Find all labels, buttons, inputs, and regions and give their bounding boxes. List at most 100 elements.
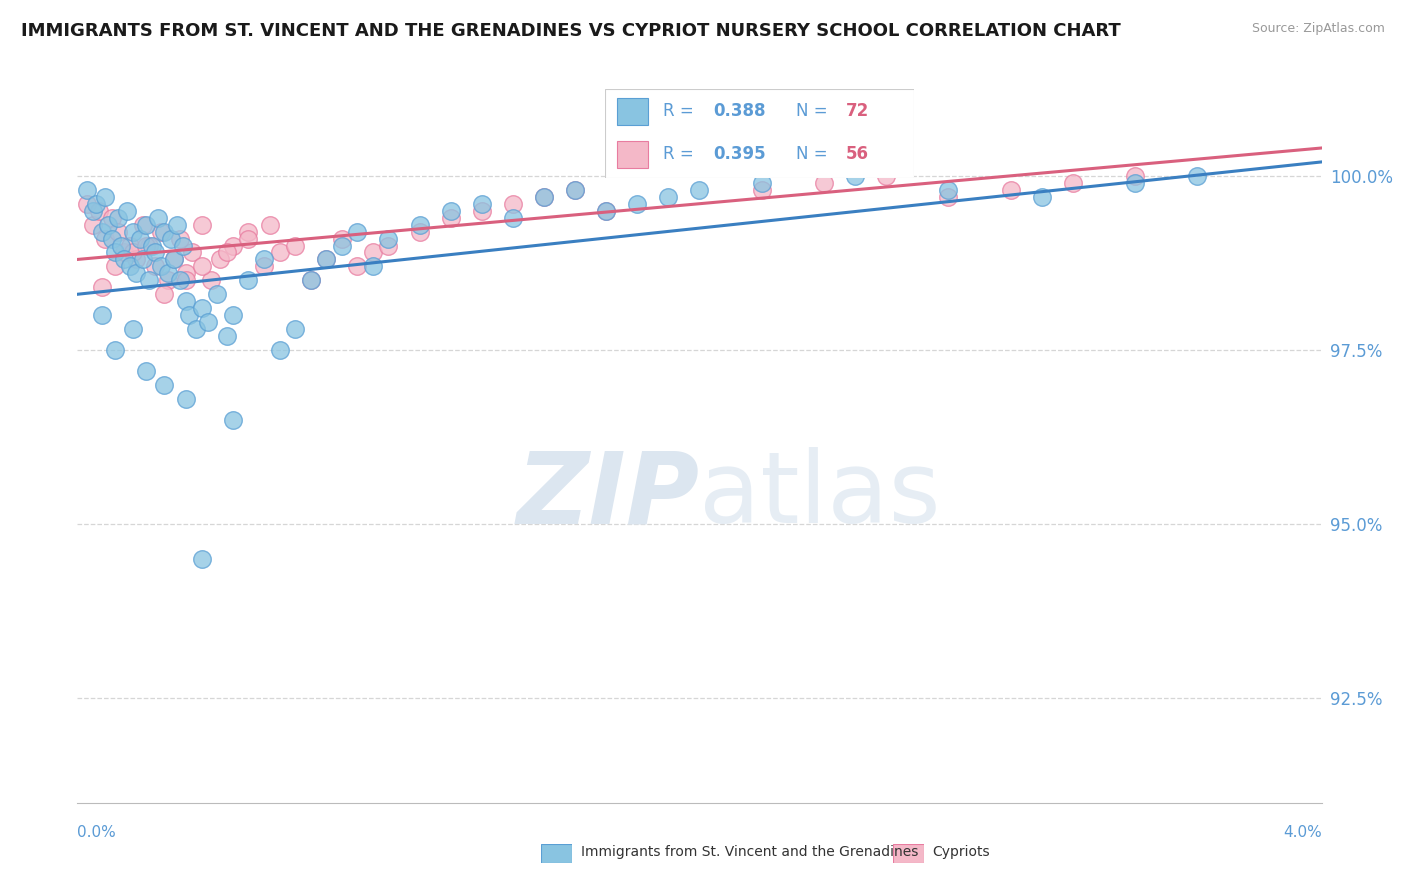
Point [533,190,555,204]
FancyBboxPatch shape [605,89,914,178]
Text: N =: N = [796,103,834,120]
Point [150,260,173,274]
Point [94,231,117,245]
Text: Source: ZipAtlas.com: Source: ZipAtlas.com [1251,22,1385,36]
Point [238,231,260,245]
Point [138,273,160,287]
Point [377,231,399,245]
Text: IMMIGRANTS FROM ST. VINCENT AND THE GRENADINES VS CYPRIOT NURSERY SCHOOL CORRELA: IMMIGRANTS FROM ST. VINCENT AND THE GREN… [21,22,1121,40]
FancyBboxPatch shape [617,98,648,125]
Point [135,218,157,232]
Point [238,273,260,287]
Point [564,183,586,197]
Point [440,203,463,218]
Point [533,190,555,204]
Point [97,218,120,232]
Point [184,322,207,336]
Point [330,238,353,252]
Point [751,183,773,197]
Point [1000,183,1022,197]
Point [626,196,648,211]
Point [207,287,229,301]
Point [143,245,166,260]
Point [131,218,153,232]
Point [689,183,711,197]
Point [174,294,197,309]
Point [141,238,163,252]
Point [104,245,127,260]
Point [595,203,617,218]
Text: R =: R = [664,145,699,163]
Point [938,190,960,204]
Point [408,225,430,239]
Point [269,343,291,357]
Point [191,260,214,274]
Text: ZIP: ZIP [516,447,700,544]
Point [76,183,98,197]
Point [87,203,110,218]
Point [76,196,98,211]
Point [284,322,307,336]
Text: 72: 72 [846,103,869,120]
Text: 56: 56 [846,145,869,163]
Point [191,552,214,566]
Point [875,169,897,183]
Point [135,238,157,252]
Point [408,218,430,232]
Point [104,260,127,274]
Point [159,231,181,245]
Point [299,273,322,287]
Point [166,218,188,232]
Point [181,245,204,260]
Point [222,412,245,426]
Text: 0.0%: 0.0% [77,825,117,840]
Point [91,308,114,322]
Point [122,225,145,239]
Point [657,190,679,204]
Point [120,260,142,274]
Point [125,266,148,280]
Point [174,273,197,287]
Point [179,308,201,322]
Point [120,238,142,252]
FancyBboxPatch shape [893,844,924,863]
Point [440,211,463,225]
Point [91,280,114,294]
Point [222,238,245,252]
Point [125,252,148,267]
Y-axis label: Nursery School: Nursery School [0,379,7,495]
Point [751,176,773,190]
Point [174,266,197,280]
Point [135,364,157,378]
Point [502,211,524,225]
Point [174,392,197,406]
Point [153,225,176,239]
Point [284,238,307,252]
Point [191,218,214,232]
Point [1187,169,1209,183]
Point [299,273,322,287]
Point [1123,176,1146,190]
Point [94,190,117,204]
Point [259,218,281,232]
Point [128,231,150,245]
Text: Cypriots: Cypriots [932,845,990,859]
Point [471,203,494,218]
Point [172,238,194,252]
Point [84,196,107,211]
Text: 0.395: 0.395 [713,145,765,163]
Point [153,287,176,301]
Point [346,225,368,239]
Point [112,245,135,260]
Point [315,252,337,267]
Point [163,252,186,267]
FancyBboxPatch shape [541,844,572,863]
Point [209,252,232,267]
FancyBboxPatch shape [617,141,648,168]
Point [169,273,191,287]
Point [315,252,337,267]
Point [1062,176,1084,190]
Point [346,260,368,274]
Point [150,225,173,239]
Point [253,260,276,274]
